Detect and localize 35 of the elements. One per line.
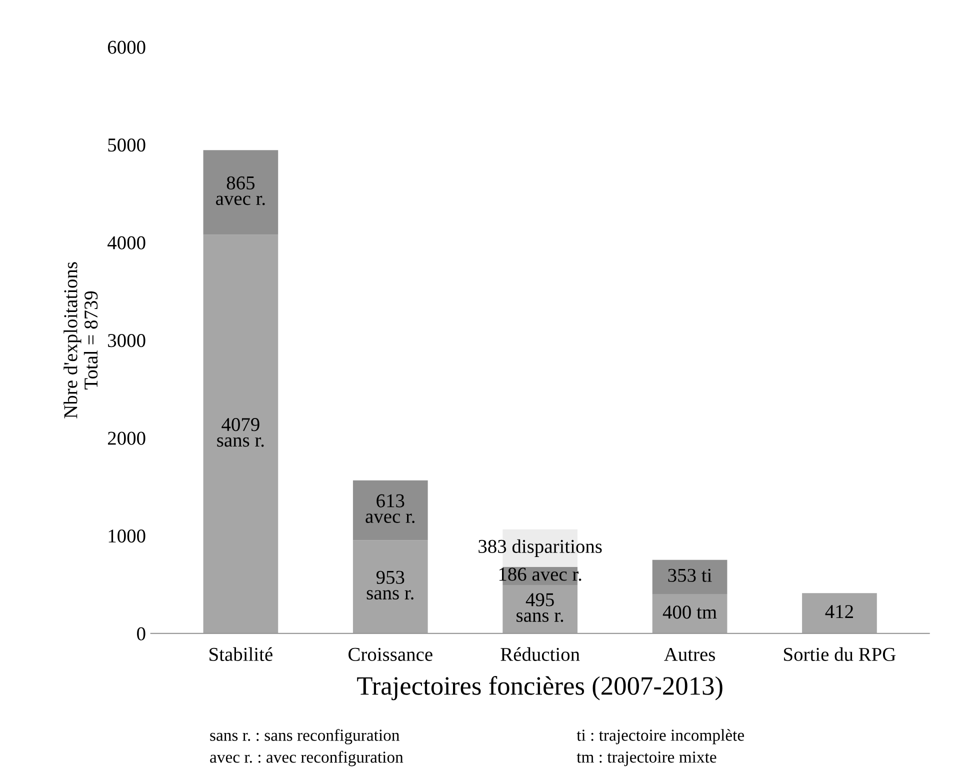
- data-label: 865 avec r.: [216, 176, 265, 206]
- bar: [652, 560, 728, 594]
- data-label: 412: [825, 605, 853, 618]
- data-label: 953 sans r.: [366, 570, 414, 600]
- text: tm : trajectoire mixte: [576, 752, 716, 766]
- y-tick-label: 5000: [108, 138, 146, 152]
- data-label: 495 sans r.: [516, 593, 564, 622]
- bar: [203, 150, 278, 235]
- data-label: 353 ti: [668, 568, 712, 582]
- y-tick-label: 1000: [108, 529, 146, 543]
- bar: [502, 585, 578, 634]
- x-axis-title: Trajectoires foncières (2007-2013): [357, 676, 722, 700]
- y-tick-label: 0: [137, 627, 146, 640]
- text: ti : trajectoire incomplète: [576, 729, 744, 744]
- data-label: 383 disparitions: [478, 539, 602, 557]
- data-label: 613 avec r.: [366, 494, 414, 524]
- bar: [802, 593, 877, 634]
- x-tick-label: Autres: [664, 648, 715, 661]
- y-axis-title: Nbre d'exploitations Total = 8739: [64, 262, 98, 418]
- x-tick-label: Stabilité: [210, 647, 272, 661]
- y-tick-label: 6000: [108, 40, 146, 54]
- bar: [352, 480, 428, 540]
- data-label: 400 tm: [662, 606, 717, 619]
- y-tick-label: 4000: [108, 236, 146, 250]
- text: sans r. : sans reconfiguration: [210, 728, 400, 744]
- bar: [203, 234, 278, 634]
- y-tick-label: 2000: [108, 432, 146, 445]
- y-tick-label: 3000: [108, 334, 146, 348]
- x-tick-label: Croissance: [348, 648, 432, 661]
- x-tick-label: Réduction: [500, 647, 580, 661]
- data-label: 4079 sans r.: [217, 418, 264, 447]
- bar: [352, 540, 428, 634]
- bar: [652, 594, 728, 634]
- x-tick-label: Sortie du RPG: [784, 647, 896, 661]
- text: avec r. : avec reconfiguration: [210, 750, 404, 766]
